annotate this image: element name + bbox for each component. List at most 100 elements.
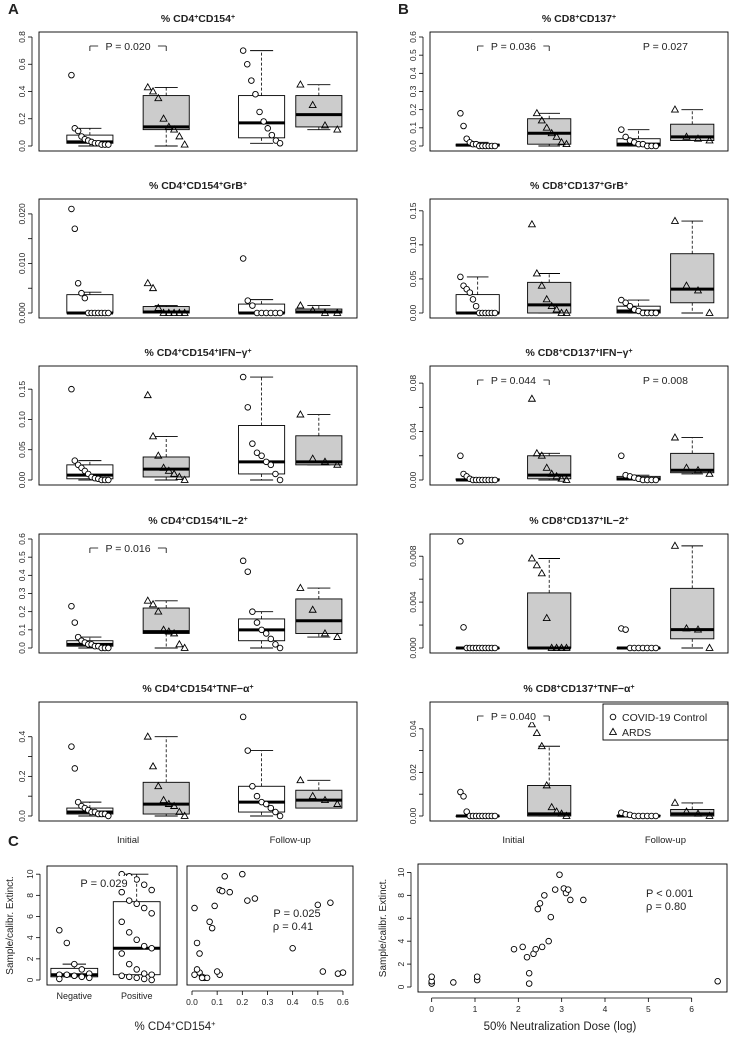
- data-point-triangle: [175, 807, 184, 815]
- data-point-circle: [556, 871, 563, 878]
- data-point-circle: [118, 972, 125, 980]
- data-point-triangle: [143, 596, 152, 604]
- data-point-triangle: [562, 139, 571, 148]
- data-point-triangle: [705, 308, 714, 316]
- data-point-circle: [463, 808, 470, 815]
- data-point-circle: [193, 966, 201, 973]
- plot-frame: [38, 365, 358, 486]
- box-ards: [295, 80, 343, 133]
- y-tick-label: 0.3: [408, 85, 418, 97]
- data-point-circle: [71, 619, 79, 626]
- data-point-triangle: [148, 86, 158, 95]
- box-control: [616, 625, 661, 652]
- plot-frame: [429, 701, 729, 822]
- data-point-circle: [622, 133, 629, 141]
- plot-title: % CD4+CD154+GrB+: [149, 180, 247, 192]
- data-point-triangle: [175, 131, 184, 140]
- data-point-circle: [148, 886, 155, 894]
- panel-c-box-plot: 0 2 4 6 8 10 Sample/calibr. Extinct. Negative Po…: [5, 865, 178, 1001]
- title-superscript: +: [194, 14, 198, 21]
- data-point-triangle: [320, 121, 330, 129]
- box-ards: [670, 105, 715, 144]
- data-point-triangle: [562, 643, 571, 651]
- data-point-triangle: [705, 469, 714, 477]
- p-label-bg: [483, 374, 544, 386]
- box-body: [142, 456, 190, 478]
- box-plot-cd8-cd137-grb: % CD8+CD137+GrB+0.000.050.100.15: [408, 180, 729, 321]
- p-value-label: P = 0.027: [643, 41, 688, 53]
- y-tick-label: 0.0: [17, 140, 27, 152]
- y-tick-label: 0.2: [17, 113, 27, 125]
- x-tick-label: 4: [603, 1004, 608, 1014]
- x-tick-label: 0: [429, 1004, 434, 1014]
- box-body: [670, 587, 715, 640]
- title-superscript: +: [250, 684, 254, 691]
- title-segment: CD154: [198, 13, 231, 25]
- data-point-circle: [491, 812, 499, 820]
- title-superscript: +: [631, 684, 635, 691]
- data-point-circle: [491, 476, 499, 484]
- data-point-triangle: [532, 108, 542, 117]
- box-control: [238, 373, 286, 484]
- data-point-circle: [319, 968, 327, 975]
- y-tick-label: 0.00: [17, 471, 27, 488]
- data-point-circle: [249, 608, 256, 615]
- data-point-triangle: [159, 308, 168, 316]
- title-superscript: +: [244, 516, 248, 523]
- y-tick-label: 0.4: [17, 731, 27, 743]
- y-tick-label: 0.05: [408, 270, 418, 287]
- data-point-circle: [267, 461, 275, 469]
- x-tick-label: 0.1: [211, 997, 223, 1007]
- data-point-triangle: [333, 308, 342, 316]
- data-point-triangle: [527, 219, 537, 228]
- title-superscript: +: [599, 516, 603, 523]
- plot-title: % CD8+CD137+IL−2+: [529, 515, 629, 527]
- data-point-circle: [541, 892, 548, 899]
- title-superscript: +: [595, 348, 599, 355]
- plot-title: % CD8+CD137+GrB+: [530, 180, 628, 192]
- y-tick-label: 0.1: [17, 624, 27, 636]
- data-point-triangle: [143, 732, 152, 740]
- box-plot-cd8-cd137-ifng: % CD8+CD137+IFN−γ+0.000.040.08 P = 0.044 P…: [408, 347, 729, 488]
- data-point-circle: [473, 973, 481, 980]
- data-point-triangle: [164, 466, 174, 474]
- data-point-triangle: [320, 457, 330, 465]
- data-point-triangle: [670, 541, 680, 549]
- data-point-triangle: [537, 116, 546, 124]
- data-point-circle: [249, 783, 256, 790]
- data-point-circle: [221, 873, 228, 880]
- p-label-bg: [98, 40, 158, 52]
- title-segment: % CD4: [149, 180, 182, 192]
- data-point-triangle: [542, 613, 551, 622]
- box-body: [527, 785, 572, 817]
- box-control: [616, 126, 661, 150]
- data-point-circle: [457, 110, 464, 117]
- data-point-circle: [519, 943, 526, 951]
- data-point-triangle: [537, 568, 546, 577]
- data-point-triangle: [296, 775, 305, 784]
- plot-frame: [38, 31, 358, 152]
- title-superscript: +: [559, 348, 563, 355]
- panel-letter-b: B: [398, 1, 409, 18]
- title-superscript: +: [593, 684, 597, 691]
- p-value-bracket: P = 0.020: [89, 40, 167, 53]
- data-point-triangle: [143, 390, 152, 399]
- p-value-label: P = 0.016: [106, 543, 151, 555]
- box-control: [66, 602, 114, 652]
- data-point-circle: [258, 626, 265, 634]
- box-ards: [295, 301, 343, 316]
- data-point-circle: [428, 973, 435, 980]
- data-point-circle: [523, 953, 531, 961]
- data-point-circle: [118, 888, 125, 896]
- y-axis: 0.00 0.02 0.04: [408, 720, 424, 824]
- y-tick-label: 8: [25, 893, 35, 898]
- data-point-triangle: [557, 643, 566, 651]
- y-axis-label: Sample/calibr. Extinct.: [378, 879, 389, 977]
- data-point-triangle: [175, 308, 184, 316]
- box-ards: [295, 583, 343, 640]
- data-point-circle: [457, 273, 464, 281]
- data-point-triangle: [164, 122, 174, 130]
- p-value-bracket: P = 0.016: [89, 542, 167, 555]
- title-superscript: +: [575, 14, 579, 21]
